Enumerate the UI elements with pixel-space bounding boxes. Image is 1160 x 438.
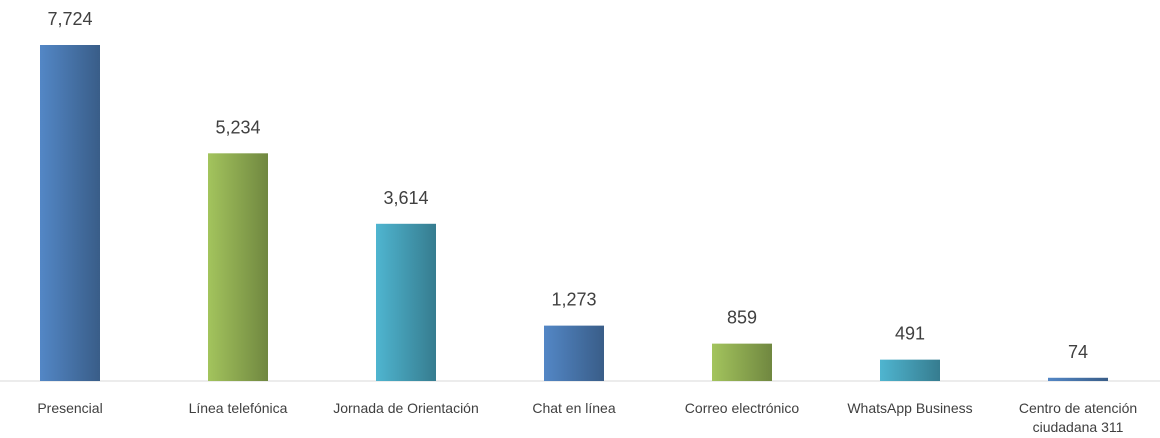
value-label: 5,234	[215, 117, 260, 137]
value-label: 7,724	[47, 9, 92, 29]
value-label: 491	[895, 324, 925, 344]
bar	[376, 223, 436, 381]
x-tick-label: Presencial	[37, 400, 103, 416]
bar	[40, 45, 100, 381]
x-tick-label: Línea telefónica	[188, 400, 288, 416]
bar	[208, 153, 268, 381]
x-tick-label: Jornada de Orientación	[333, 400, 479, 416]
bar	[1048, 377, 1108, 381]
bar	[544, 325, 604, 381]
value-label: 1,273	[551, 290, 596, 310]
x-tick-label: Correo electrónico	[684, 400, 800, 416]
value-label: 859	[727, 308, 757, 328]
value-label: 74	[1068, 342, 1088, 362]
bar	[880, 359, 940, 381]
value-label: 3,614	[383, 188, 428, 208]
x-tick-label: Chat en línea	[532, 400, 616, 416]
bar	[712, 343, 772, 381]
x-tick-label: WhatsApp Business	[847, 400, 973, 416]
x-tick-label: Centro de atención ciudadana 311	[1018, 400, 1138, 435]
